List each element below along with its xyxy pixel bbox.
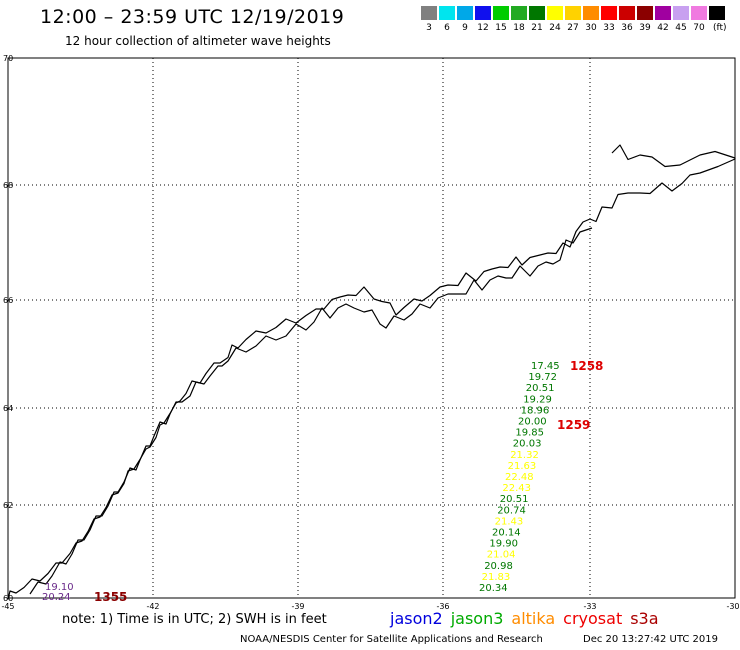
- wave-height-value: 18.96: [521, 405, 550, 416]
- map-grid: [8, 57, 735, 598]
- color-swatch: [619, 6, 635, 20]
- color-swatch-label: 39: [639, 23, 651, 33]
- wave-height-value: 20.98: [484, 561, 513, 572]
- color-swatch-label: 24: [549, 23, 561, 33]
- wave-height-value: 19.90: [489, 539, 518, 550]
- wave-height-value: 19.85: [515, 428, 544, 439]
- color-swatch: [583, 6, 599, 20]
- color-swatch: [421, 6, 437, 20]
- color-swatch-label: 15: [495, 23, 507, 33]
- color-swatch-label: 6: [444, 23, 450, 33]
- color-swatch: [475, 6, 491, 20]
- units-note: note: 1) Time is in UTC; 2) SWH is in fe…: [62, 612, 327, 627]
- color-swatch-label: 3: [426, 23, 432, 33]
- coastline-path: [7, 144, 736, 600]
- pass-time-labels: 1258 1259 1355: [94, 359, 603, 604]
- wave-height-value: 21.63: [508, 461, 537, 472]
- wave-height-value: 20.14: [492, 528, 521, 539]
- color-swatch-label: 30: [585, 23, 597, 33]
- color-swatch: [691, 6, 707, 20]
- color-swatch: [547, 6, 563, 20]
- color-swatch-label: 70: [693, 23, 705, 33]
- satellite-legend: jason2 jason3 altika cryosat s3a: [390, 609, 667, 628]
- color-swatch-label: 42: [657, 23, 669, 33]
- credit-line: NOAA/NESDIS Center for Satellite Applica…: [240, 634, 543, 645]
- color-swatch-label: 21: [531, 23, 543, 33]
- color-swatch-label: 9: [462, 23, 468, 33]
- latitude-label: 64: [3, 404, 13, 413]
- chart-subtitle: 12 hour collection of altimeter wave hei…: [65, 34, 331, 48]
- coastline-inner-path: [29, 227, 593, 595]
- wave-height-value: 17.45: [531, 361, 560, 372]
- wave-height-value: 20.34: [479, 583, 508, 594]
- longitude-label: -45: [1, 602, 14, 610]
- wave-height-value: 21.32: [510, 450, 539, 461]
- pass-time-label: 1258: [570, 359, 603, 373]
- color-swatch: [673, 6, 689, 20]
- color-swatch-label: 36: [621, 23, 633, 33]
- longitude-label: -42: [146, 602, 159, 610]
- wave-height-value: 20.51: [526, 383, 555, 394]
- wave-height-value: 21.04: [487, 550, 516, 561]
- color-swatch: [655, 6, 671, 20]
- wave-height-value: 19.72: [528, 372, 557, 383]
- chart-title: 12:00 – 23:59 UTC 12/19/2019: [40, 6, 345, 28]
- color-swatch: [709, 6, 725, 20]
- wave-height-value: 19.10: [45, 582, 74, 593]
- color-scale-unit: (ft): [713, 23, 727, 33]
- satellite-legend-item: altika: [511, 609, 556, 628]
- pass-time-label: 1355: [94, 590, 127, 604]
- color-swatch-label: 33: [603, 23, 615, 33]
- latitude-label: 70: [3, 54, 13, 63]
- longitude-label: -36: [436, 602, 449, 610]
- satellite-track-values: 17.4519.7220.5119.2918.9620.0019.8520.03…: [42, 361, 560, 603]
- wave-height-value: 20.74: [497, 505, 526, 516]
- wave-height-value: 21.43: [495, 516, 524, 527]
- altimeter-map: 70 68 66 64 62 60-45 -42 -39 -36 -33 -30 17.4519.7…: [1, 54, 739, 610]
- wave-height-value: 20.00: [518, 417, 547, 428]
- wave-height-value: 21.83: [482, 572, 511, 583]
- color-swatch: [601, 6, 617, 20]
- wave-height-value: 20.03: [513, 439, 542, 450]
- map-frame: [7, 57, 736, 599]
- latitude-label: 66: [3, 296, 13, 305]
- wave-height-value: 19.29: [523, 394, 552, 405]
- color-swatch: [511, 6, 527, 20]
- color-swatch: [529, 6, 545, 20]
- longitude-label: -33: [583, 602, 596, 610]
- color-swatch: [457, 6, 473, 20]
- color-swatch: [493, 6, 509, 20]
- wave-height-value: 22.43: [502, 483, 531, 494]
- generated-timestamp: Dec 20 13:27:42 UTC 2019: [583, 634, 718, 645]
- latitude-label: 62: [3, 501, 13, 510]
- color-swatch: [439, 6, 455, 20]
- longitude-label: -39: [291, 602, 304, 610]
- satellite-legend-item: jason2: [390, 609, 443, 628]
- color-swatch-label: 45: [675, 23, 687, 33]
- color-swatch-label: 27: [567, 23, 579, 33]
- satellite-legend-item: jason3: [450, 609, 504, 628]
- latitude-label: 60: [3, 594, 13, 603]
- longitude-label: -30: [726, 602, 739, 610]
- axis-labels: 70 68 66 64 62 60-45 -42 -39 -36 -33 -30: [1, 54, 739, 610]
- greenland-coastline: [7, 144, 736, 600]
- latitude-label: 68: [3, 181, 13, 190]
- color-swatch-label: 12: [477, 23, 489, 33]
- wave-height-value: 20.51: [500, 494, 529, 505]
- color-swatch: [565, 6, 581, 20]
- satellite-legend-item: cryosat: [563, 609, 623, 628]
- color-swatch-label: 18: [513, 23, 525, 33]
- pass-time-label: 1259: [557, 418, 590, 432]
- color-swatch: [637, 6, 653, 20]
- satellite-legend-item: s3a: [630, 609, 659, 628]
- wave-height-value: 22.48: [505, 472, 534, 483]
- wave-height-value: 20.24: [42, 592, 71, 603]
